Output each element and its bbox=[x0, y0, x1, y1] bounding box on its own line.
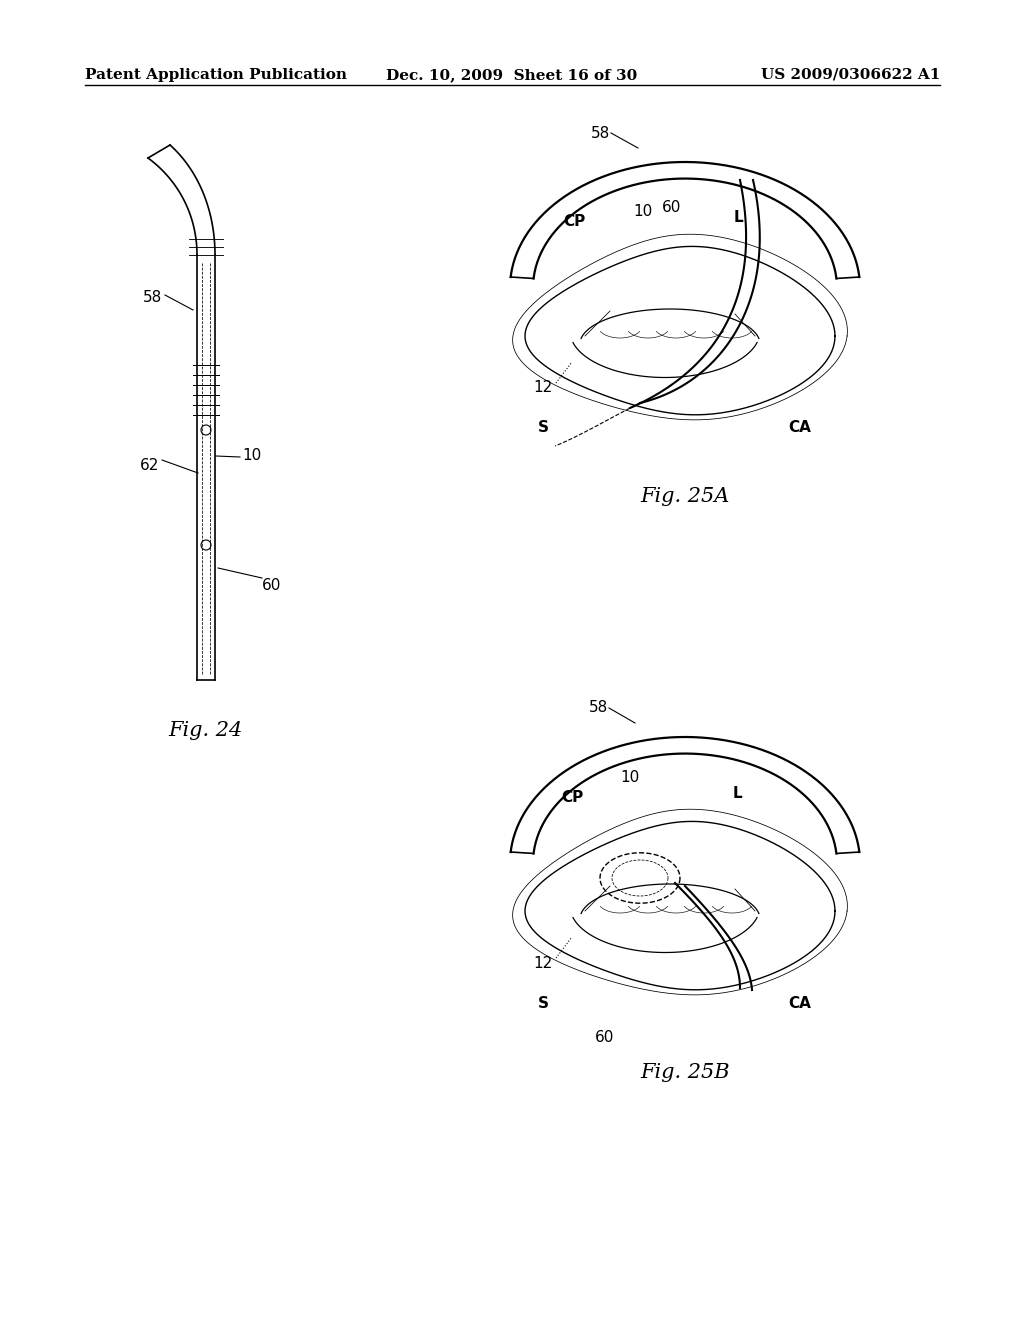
Text: 58: 58 bbox=[143, 290, 163, 305]
Text: Patent Application Publication: Patent Application Publication bbox=[85, 69, 347, 82]
Text: Fig. 25B: Fig. 25B bbox=[640, 1063, 730, 1081]
Text: L: L bbox=[733, 210, 742, 226]
Text: 10: 10 bbox=[621, 771, 640, 785]
Text: 60: 60 bbox=[262, 578, 282, 593]
Text: 58: 58 bbox=[591, 125, 609, 140]
Text: Fig. 24: Fig. 24 bbox=[168, 721, 242, 739]
Text: 62: 62 bbox=[140, 458, 160, 473]
Text: 60: 60 bbox=[663, 201, 682, 215]
Text: S: S bbox=[538, 995, 549, 1011]
Text: CA: CA bbox=[788, 995, 811, 1011]
Text: 60: 60 bbox=[595, 1030, 614, 1044]
Text: L: L bbox=[732, 785, 741, 800]
Text: CP: CP bbox=[561, 789, 583, 804]
Text: CP: CP bbox=[563, 214, 585, 230]
Text: Dec. 10, 2009  Sheet 16 of 30: Dec. 10, 2009 Sheet 16 of 30 bbox=[386, 69, 638, 82]
Text: 10: 10 bbox=[243, 447, 261, 462]
Text: US 2009/0306622 A1: US 2009/0306622 A1 bbox=[761, 69, 940, 82]
Text: 58: 58 bbox=[589, 701, 607, 715]
Text: 12: 12 bbox=[534, 956, 553, 970]
Text: 12: 12 bbox=[534, 380, 553, 396]
Text: S: S bbox=[538, 421, 549, 436]
Text: CA: CA bbox=[788, 421, 811, 436]
Text: 10: 10 bbox=[634, 205, 652, 219]
Text: Fig. 25A: Fig. 25A bbox=[640, 487, 730, 507]
